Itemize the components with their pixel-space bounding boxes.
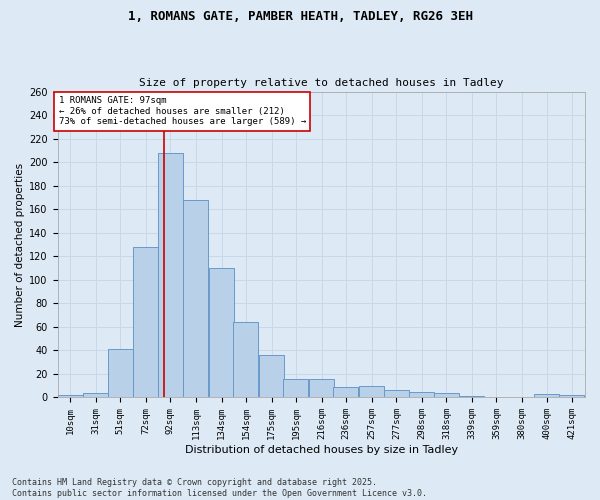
Bar [183,200,208,398]
Y-axis label: Number of detached properties: Number of detached properties [15,162,25,326]
Bar [58,395,83,398]
Bar [158,152,182,398]
Text: 1 ROMANS GATE: 97sqm
← 26% of detached houses are smaller (212)
73% of semi-deta: 1 ROMANS GATE: 97sqm ← 26% of detached h… [59,96,306,126]
X-axis label: Distribution of detached houses by size in Tadley: Distribution of detached houses by size … [185,445,458,455]
Bar [383,390,409,398]
Bar [359,386,384,398]
Bar [209,268,234,398]
Bar [83,393,108,398]
Title: Size of property relative to detached houses in Tadley: Size of property relative to detached ho… [139,78,503,88]
Bar [559,395,584,398]
Bar [334,387,358,398]
Bar [309,378,334,398]
Bar [283,378,308,398]
Bar [133,247,158,398]
Bar [107,349,133,398]
Bar [434,393,458,398]
Bar [534,394,559,398]
Bar [233,322,259,398]
Text: 1, ROMANS GATE, PAMBER HEATH, TADLEY, RG26 3EH: 1, ROMANS GATE, PAMBER HEATH, TADLEY, RG… [128,10,473,23]
Bar [459,396,484,398]
Text: Contains HM Land Registry data © Crown copyright and database right 2025.
Contai: Contains HM Land Registry data © Crown c… [12,478,427,498]
Bar [409,392,434,398]
Bar [259,355,284,398]
